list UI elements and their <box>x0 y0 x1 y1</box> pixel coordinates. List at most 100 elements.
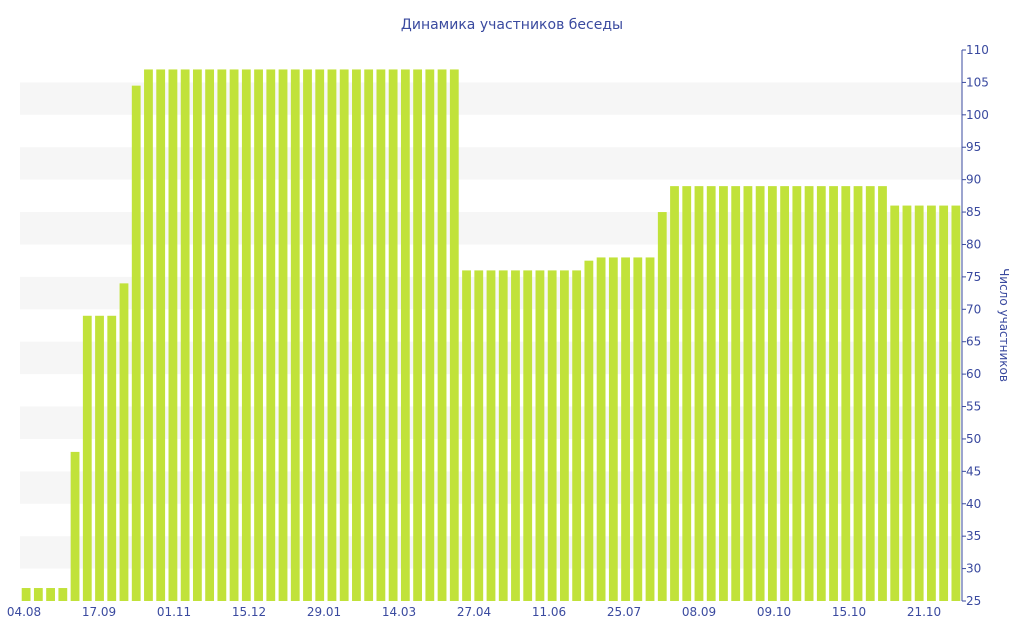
y-tick-label: 25 <box>966 594 981 608</box>
bar <box>621 257 630 601</box>
bar <box>437 69 447 601</box>
bar <box>780 186 790 602</box>
bar <box>608 257 618 601</box>
bar <box>33 588 43 601</box>
bar <box>731 186 741 602</box>
y-tick-label: 90 <box>966 173 981 187</box>
bar <box>364 69 374 601</box>
y-tick-label: 35 <box>966 529 981 543</box>
bar <box>816 186 826 602</box>
x-tick-label: 09.10 <box>757 605 791 619</box>
y-axis-title: Число участников <box>997 268 1011 382</box>
x-tick-label: 04.08 <box>7 605 41 619</box>
bar <box>498 270 508 601</box>
bar <box>657 212 667 601</box>
x-tick-label: 15.12 <box>232 605 266 619</box>
x-tick-label: 08.09 <box>682 605 716 619</box>
y-tick-label: 30 <box>966 562 981 576</box>
x-tick-label: 27.04 <box>457 605 491 619</box>
bar <box>168 69 178 601</box>
bar <box>290 69 300 601</box>
bar <box>633 257 643 601</box>
y-tick-label: 75 <box>966 270 981 284</box>
bar <box>107 315 117 601</box>
bar <box>205 69 215 601</box>
bar <box>131 85 141 601</box>
bar <box>21 588 31 601</box>
y-tick-label: 65 <box>966 335 981 349</box>
y-tick-label: 100 <box>966 108 989 122</box>
x-tick-label: 21.10 <box>907 605 941 619</box>
bar <box>523 270 533 601</box>
x-tick-label: 17.09 <box>82 605 116 619</box>
bar <box>46 588 55 601</box>
bar <box>70 451 80 601</box>
bar <box>939 205 949 601</box>
bar <box>914 205 924 601</box>
bar <box>95 315 104 601</box>
y-tick-label: 45 <box>966 464 981 478</box>
bar <box>878 186 887 602</box>
bar <box>266 69 276 601</box>
y-tick-label: 110 <box>966 43 989 57</box>
bar <box>144 69 153 601</box>
y-tick-label: 80 <box>966 237 981 251</box>
bar <box>315 69 325 601</box>
bar <box>425 69 435 601</box>
y-axis-ticks: 25 30 35 40 45 50 55 60 65 70 75 80 85 90 95 100 105 110 <box>962 43 989 608</box>
bar <box>180 69 190 601</box>
x-tick-label: 15.10 <box>832 605 866 619</box>
bar <box>82 315 92 601</box>
bar <box>278 69 288 601</box>
y-tick-label: 70 <box>966 302 981 316</box>
bar <box>902 205 912 601</box>
bar <box>829 186 838 602</box>
y-tick-label: 60 <box>966 367 981 381</box>
bar <box>694 186 704 602</box>
bar <box>670 186 679 602</box>
bar <box>486 270 496 601</box>
bar <box>462 270 471 601</box>
chart-title: Динамика участников беседы <box>401 17 623 33</box>
bar <box>449 69 459 601</box>
bar <box>743 186 753 602</box>
x-tick-label: 14.03 <box>382 605 416 619</box>
bar <box>792 186 802 602</box>
bar <box>339 69 349 601</box>
bar <box>804 186 814 602</box>
bar <box>767 186 777 602</box>
bar <box>841 186 851 602</box>
x-tick-label: 01.11 <box>157 605 191 619</box>
x-axis-ticks: 04.08 17.09 01.11 15.12 29.01 14.03 27.04 11.06… <box>7 605 941 619</box>
x-tick-label: 25.07 <box>607 605 641 619</box>
bar <box>719 186 728 602</box>
bar <box>682 186 692 602</box>
bar <box>156 69 166 601</box>
bar <box>413 69 423 601</box>
bar <box>890 205 900 601</box>
bar <box>535 270 545 601</box>
bar <box>596 257 606 601</box>
y-tick-label: 95 <box>966 140 981 154</box>
bar <box>572 270 582 601</box>
y-tick-label: 40 <box>966 497 981 511</box>
bar <box>927 205 936 601</box>
y-tick-label: 85 <box>966 205 981 219</box>
bar <box>241 69 251 601</box>
bar <box>559 270 569 601</box>
bar <box>584 260 594 601</box>
bars <box>21 69 961 602</box>
bar <box>58 588 68 601</box>
bar <box>217 69 227 601</box>
bar <box>229 69 239 601</box>
bar <box>865 186 875 602</box>
bar <box>706 186 716 602</box>
bar <box>547 270 557 601</box>
bar <box>511 270 520 601</box>
bar <box>254 69 263 601</box>
bar <box>119 283 129 601</box>
bar <box>474 270 484 601</box>
y-tick-label: 55 <box>966 400 981 414</box>
x-tick-label: 11.06 <box>532 605 566 619</box>
y-tick-label: 105 <box>966 75 989 89</box>
